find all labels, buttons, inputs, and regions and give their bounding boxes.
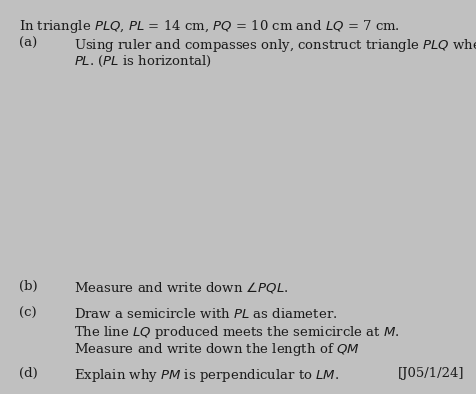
Text: (d): (d) [19, 367, 38, 380]
Text: Measure and write down the length of $\mathit{QM}$: Measure and write down the length of $\m… [74, 341, 359, 358]
Text: (b): (b) [19, 280, 38, 293]
Text: Measure and write down $\angle \mathit{PQL}$.: Measure and write down $\angle \mathit{P… [74, 280, 288, 295]
Text: The line $\mathit{LQ}$ produced meets the semicircle at $\mathit{M}$.: The line $\mathit{LQ}$ produced meets th… [74, 324, 399, 341]
Text: Draw a semicircle with $\mathit{PL}$ as diameter.: Draw a semicircle with $\mathit{PL}$ as … [74, 307, 337, 321]
Text: Using ruler and compasses only, construct triangle $\mathit{PLQ}$ where $\mathit: Using ruler and compasses only, construc… [74, 37, 476, 54]
Text: In triangle $\mathit{PLQ}$, $\mathit{PL}$ = 14 cm, $\mathit{PQ}$ = 10 cm and $\m: In triangle $\mathit{PLQ}$, $\mathit{PL}… [19, 18, 400, 35]
Text: [J05/1/24]: [J05/1/24] [397, 367, 464, 380]
Text: $\mathit{PL}$. ($\mathit{PL}$ is horizontal): $\mathit{PL}$. ($\mathit{PL}$ is horizon… [74, 54, 212, 69]
Text: Explain why $\mathit{PM}$ is perpendicular to $\mathit{LM}$.: Explain why $\mathit{PM}$ is perpendicul… [74, 367, 339, 384]
Text: (a): (a) [19, 37, 37, 50]
Text: (c): (c) [19, 307, 37, 320]
